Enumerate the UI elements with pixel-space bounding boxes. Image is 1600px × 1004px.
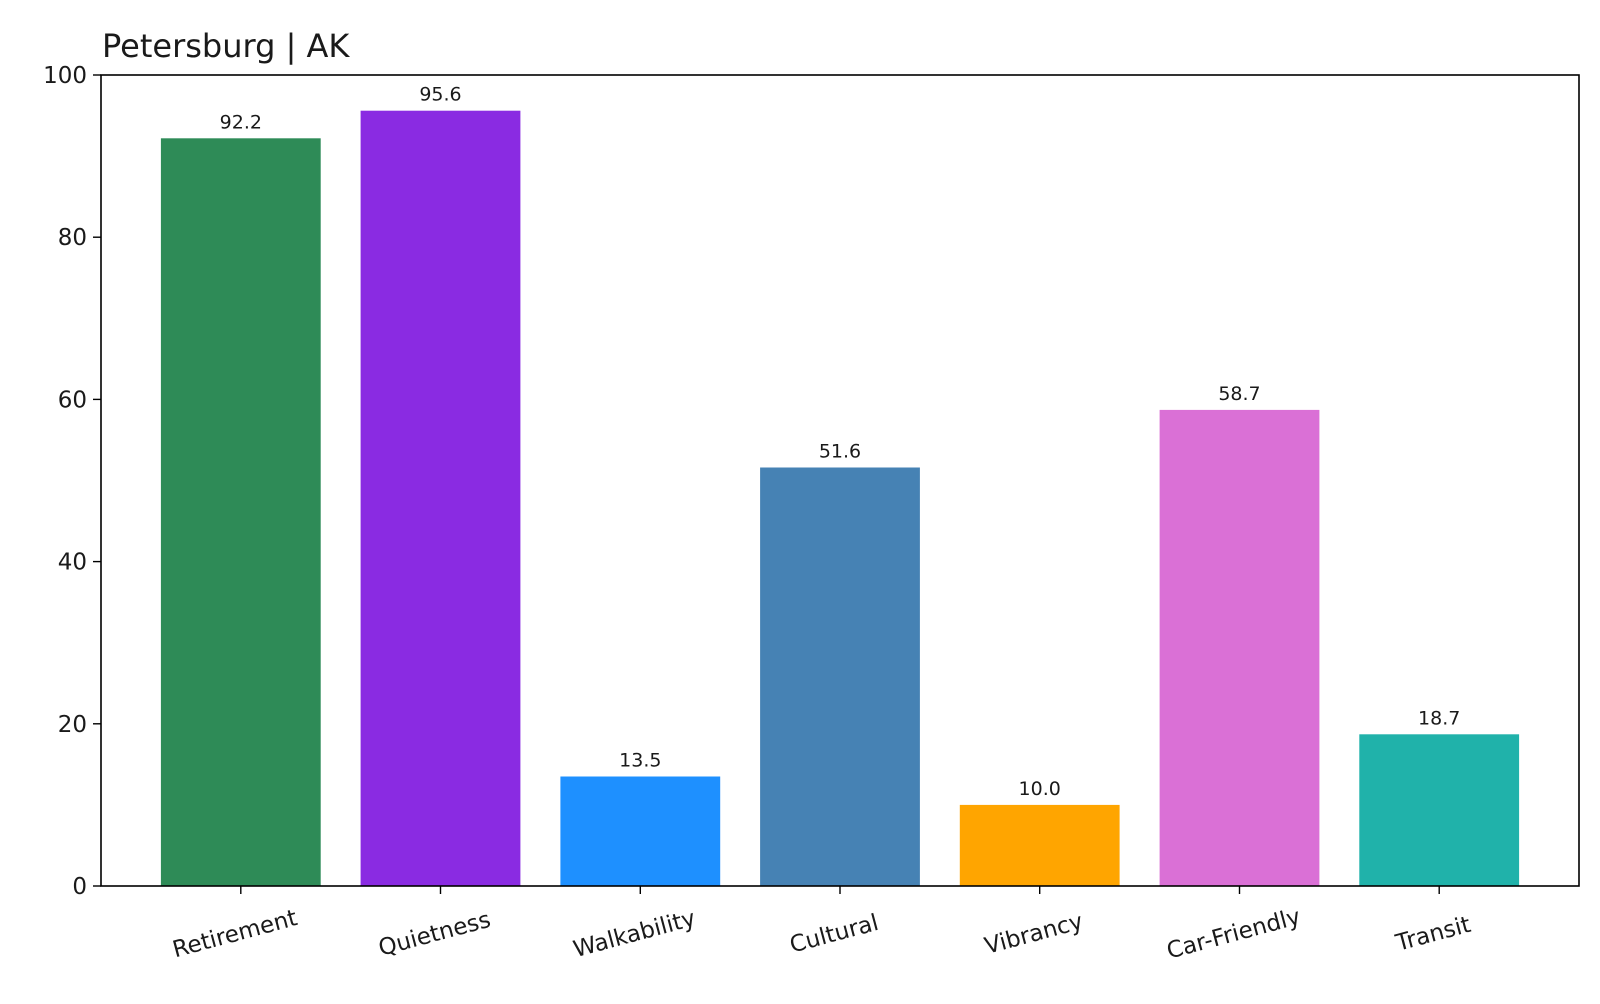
x-tick-label: Retirement: [170, 905, 300, 963]
value-label: 58.7: [1218, 383, 1260, 405]
y-tick-label: 60: [58, 387, 87, 413]
bar-cultural: [760, 467, 920, 886]
bar-car-friendly: [1159, 409, 1320, 886]
x-tick-label: Walkability: [571, 905, 699, 963]
y-tick-label: 100: [43, 63, 87, 89]
value-label: 92.2: [220, 111, 262, 133]
x-axis: Retirement Quietness Walkability Cultural Vi…: [170, 886, 1474, 965]
chart-title: Petersburg | AK: [102, 27, 350, 65]
value-label: 95.6: [419, 84, 461, 106]
y-tick-label: 40: [58, 550, 87, 576]
bar-quietness: [360, 110, 521, 886]
x-tick-label: Transit: [1392, 912, 1473, 957]
x-tick-label: Vibrancy: [982, 909, 1086, 960]
x-tick-label: Car-Friendly: [1164, 904, 1303, 965]
value-label: 18.7: [1418, 707, 1460, 729]
bars-layer: [160, 110, 1520, 887]
value-label: 51.6: [819, 441, 861, 463]
y-tick-label: 80: [58, 225, 87, 251]
value-label: 13.5: [619, 750, 661, 772]
value-label: 10.0: [1019, 778, 1061, 800]
value-labels-layer: 92.2 95.6 13.5 51.6 10.0 58.7 18.7: [220, 84, 1461, 800]
x-tick-label: Quietness: [376, 907, 494, 962]
bar-vibrancy: [959, 804, 1120, 886]
y-tick-label: 0: [72, 874, 87, 900]
x-tick-label: Cultural: [787, 910, 881, 959]
y-axis: 0 20 40 60 80 100: [43, 63, 101, 900]
bar-retirement: [160, 138, 321, 887]
bar-transit: [1359, 734, 1520, 886]
y-tick-label: 20: [58, 712, 87, 738]
bar-walkability: [560, 776, 721, 886]
